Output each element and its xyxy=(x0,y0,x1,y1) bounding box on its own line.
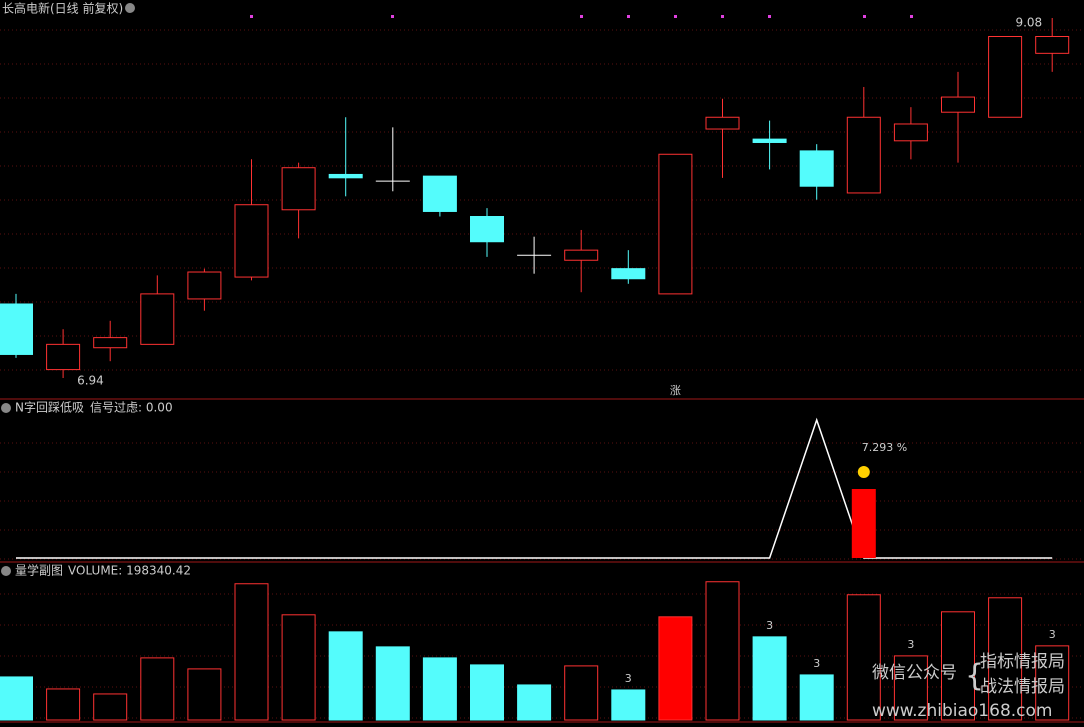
candle-body xyxy=(658,153,693,295)
signal-dot xyxy=(250,15,253,18)
menu-icon[interactable] xyxy=(1,566,11,576)
candle-body xyxy=(564,249,599,261)
chart-title: 长高电新(日线 前复权) xyxy=(2,1,123,16)
volume-bar xyxy=(611,689,646,721)
volume-bar xyxy=(0,676,33,721)
smiley xyxy=(857,466,870,478)
volume-bar xyxy=(375,646,410,721)
panel-subtitle: 信号过虑: 0.00 xyxy=(90,401,173,415)
watermark-text: 指标情报局 xyxy=(980,652,1065,672)
volume-bar xyxy=(328,631,363,721)
candle-body xyxy=(988,36,1023,118)
volume-bar xyxy=(281,614,316,721)
volume-label: 3 xyxy=(766,619,773,632)
signal-dot xyxy=(768,15,771,18)
bar-label: 7.293 % xyxy=(862,441,907,454)
signal-dot xyxy=(674,15,677,18)
brace: { xyxy=(965,659,984,694)
candle-body xyxy=(93,337,128,349)
volume-bar xyxy=(846,594,881,721)
candle-body xyxy=(941,96,975,113)
candle-body xyxy=(46,343,81,371)
volume-bar xyxy=(517,684,552,721)
volume-bar xyxy=(941,611,975,721)
candle-body xyxy=(705,116,740,130)
volume-bar xyxy=(1035,645,1070,721)
candle-body xyxy=(799,150,834,187)
candle-body xyxy=(281,167,316,211)
volume-label: 3 xyxy=(907,638,914,651)
candle-body xyxy=(187,271,222,300)
volume-bar xyxy=(187,668,222,721)
menu-icon[interactable] xyxy=(125,3,135,13)
candle-body xyxy=(752,138,787,143)
volume-label: 3 xyxy=(625,672,632,685)
signal-dot xyxy=(627,15,630,18)
volume-bar xyxy=(752,636,787,721)
candle-body xyxy=(0,303,33,355)
volume-bar xyxy=(93,693,128,721)
signal-bar xyxy=(851,489,876,558)
signal-line xyxy=(16,417,1053,559)
volume-bar xyxy=(422,657,457,721)
volume-bar xyxy=(799,674,834,721)
volume-bar xyxy=(705,581,740,721)
candle-body xyxy=(846,116,881,194)
volume-bar xyxy=(234,583,269,721)
volume-bar xyxy=(46,688,81,721)
candle-body xyxy=(611,268,646,280)
candle-body xyxy=(1035,36,1070,54)
candle-body xyxy=(470,216,504,243)
watermark-text: 微信公众号 xyxy=(872,663,957,683)
signal-dot xyxy=(721,15,724,18)
volume-bar xyxy=(140,657,175,721)
candle-body xyxy=(328,173,363,179)
candle-body xyxy=(234,204,269,278)
signal-dot xyxy=(910,15,913,18)
candle-body xyxy=(893,123,928,142)
volume-label: 3 xyxy=(1049,628,1056,641)
volume-bar xyxy=(564,665,599,721)
volume-bar xyxy=(988,597,1023,721)
volume-bar xyxy=(658,616,693,721)
volume-label: 3 xyxy=(813,657,820,670)
volume-bar xyxy=(470,664,504,721)
panel-title: N字回踩低吸 xyxy=(15,400,84,415)
watermark: 微信公众号 { 指标情报局 战法情报局 www.zhibiao168.com xyxy=(872,652,1065,721)
low-label: 6.94 xyxy=(77,374,104,388)
candle-body xyxy=(422,175,457,212)
menu-icon[interactable] xyxy=(1,403,11,413)
watermark-text: www.zhibiao168.com xyxy=(872,701,1052,721)
signal-dot xyxy=(863,15,866,18)
watermark-text: 战法情报局 xyxy=(980,677,1065,697)
candle-body xyxy=(140,293,175,345)
volume-bar xyxy=(893,655,928,721)
signal-dot xyxy=(391,15,394,18)
panel-subtitle: VOLUME: 198340.42 xyxy=(68,564,191,578)
panel-headers: 长高电新(日线 前复权) N字回踩低吸 信号过虑: 0.00 量学副图 VOLU… xyxy=(1,1,191,578)
signal-label: 涨 xyxy=(670,384,681,397)
panel-title: 量学副图 xyxy=(15,563,63,578)
signal-dot xyxy=(580,15,583,18)
high-label: 9.08 xyxy=(1015,16,1042,30)
signal-dots xyxy=(250,15,913,18)
